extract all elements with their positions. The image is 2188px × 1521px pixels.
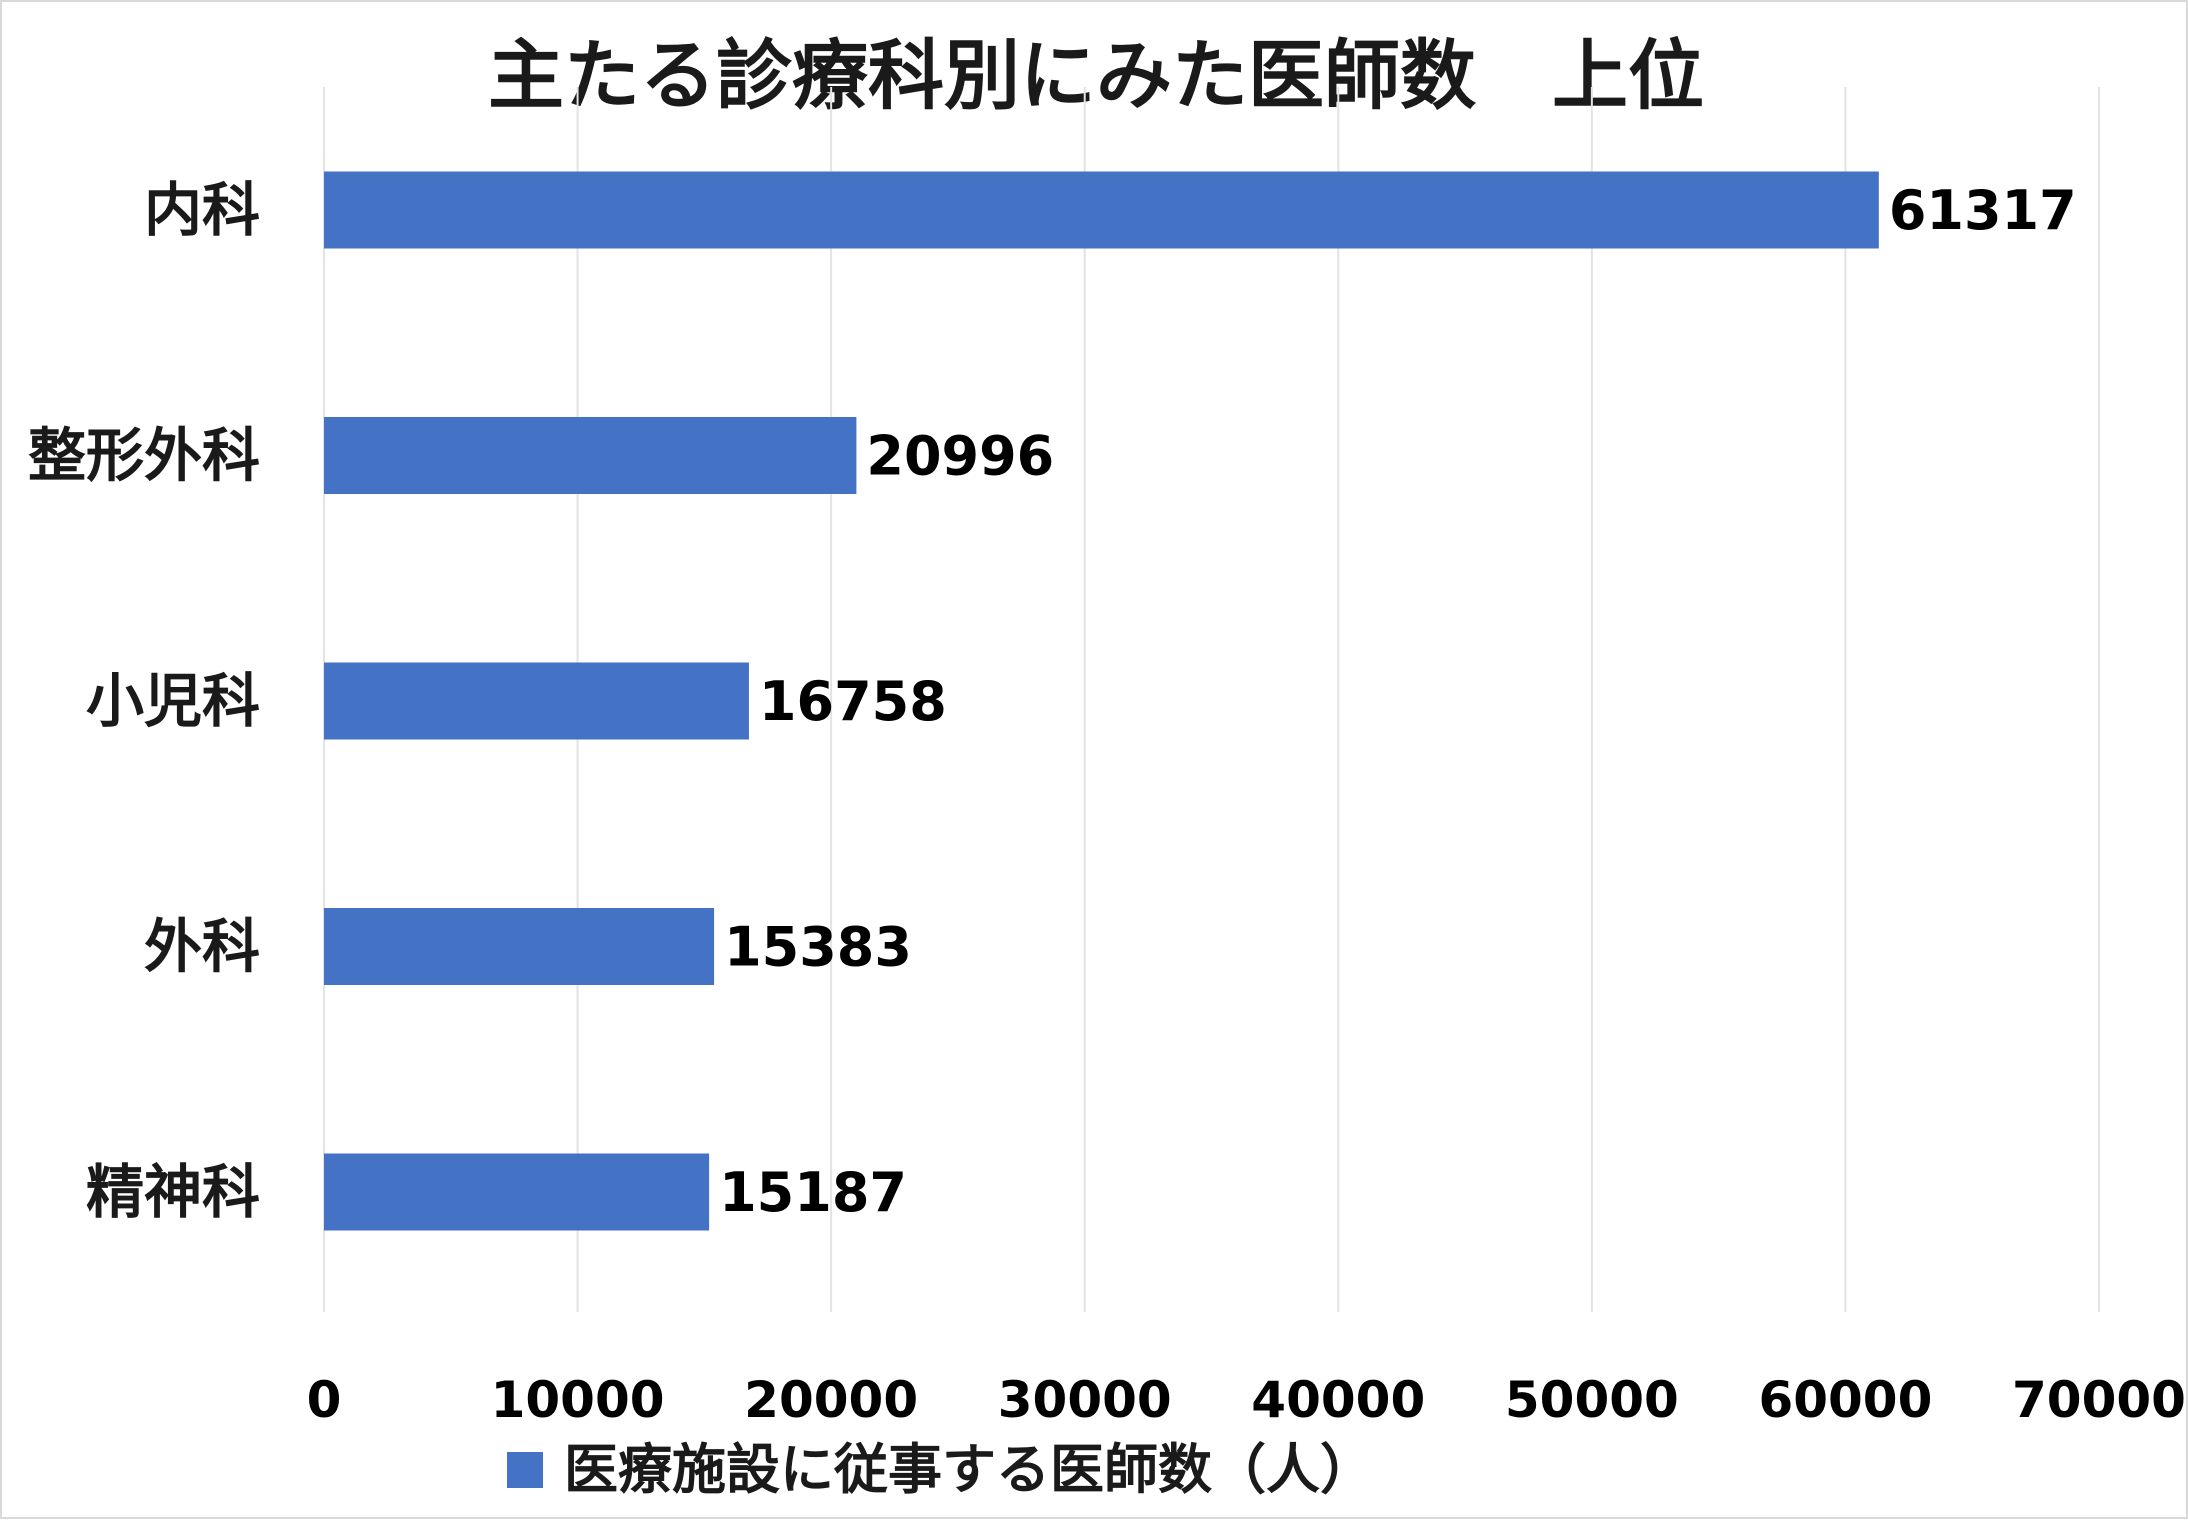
data-label: 61317: [1889, 179, 2077, 242]
bar: [324, 908, 715, 985]
x-tick-label: 20000: [744, 1371, 918, 1429]
category-label: 整形外科: [28, 422, 260, 490]
category-label: 精神科: [86, 1158, 260, 1226]
bar: [324, 417, 857, 494]
x-tick-label: 60000: [1758, 1371, 1932, 1429]
x-tick-label: 30000: [998, 1371, 1172, 1429]
data-label: 20996: [866, 425, 1054, 488]
data-label: 15187: [719, 1161, 907, 1224]
data-labels: 61317 20996 16758 15383 15187: [719, 179, 2077, 1224]
category-label: 外科: [144, 913, 260, 981]
x-tick-label: 0: [307, 1371, 342, 1429]
x-tick-label: 70000: [2012, 1371, 2186, 1429]
data-label: 16758: [759, 670, 947, 733]
category-label: 小児科: [86, 667, 260, 735]
bars: [324, 171, 1879, 1231]
gridlines: [323, 87, 2100, 1312]
x-tick-label: 40000: [1251, 1371, 1425, 1429]
bar: [324, 1153, 710, 1231]
bar: [324, 171, 1879, 249]
bar: [324, 662, 749, 740]
x-axis-tick-labels: 0 10000 20000 30000 40000 50000 60000 70000: [307, 1371, 2186, 1429]
legend-swatch: [507, 1452, 543, 1488]
legend-label: 医療施設に従事する医師数（人）: [564, 1438, 1374, 1501]
x-tick-label: 10000: [491, 1371, 665, 1429]
x-tick-label: 50000: [1505, 1371, 1679, 1429]
data-label: 15383: [724, 916, 912, 979]
chart-title: 主たる診療科別にみた医師数 上位: [488, 31, 1704, 120]
legend: 医療施設に従事する医師数（人）: [507, 1438, 1374, 1501]
category-label: 内科: [144, 176, 260, 244]
